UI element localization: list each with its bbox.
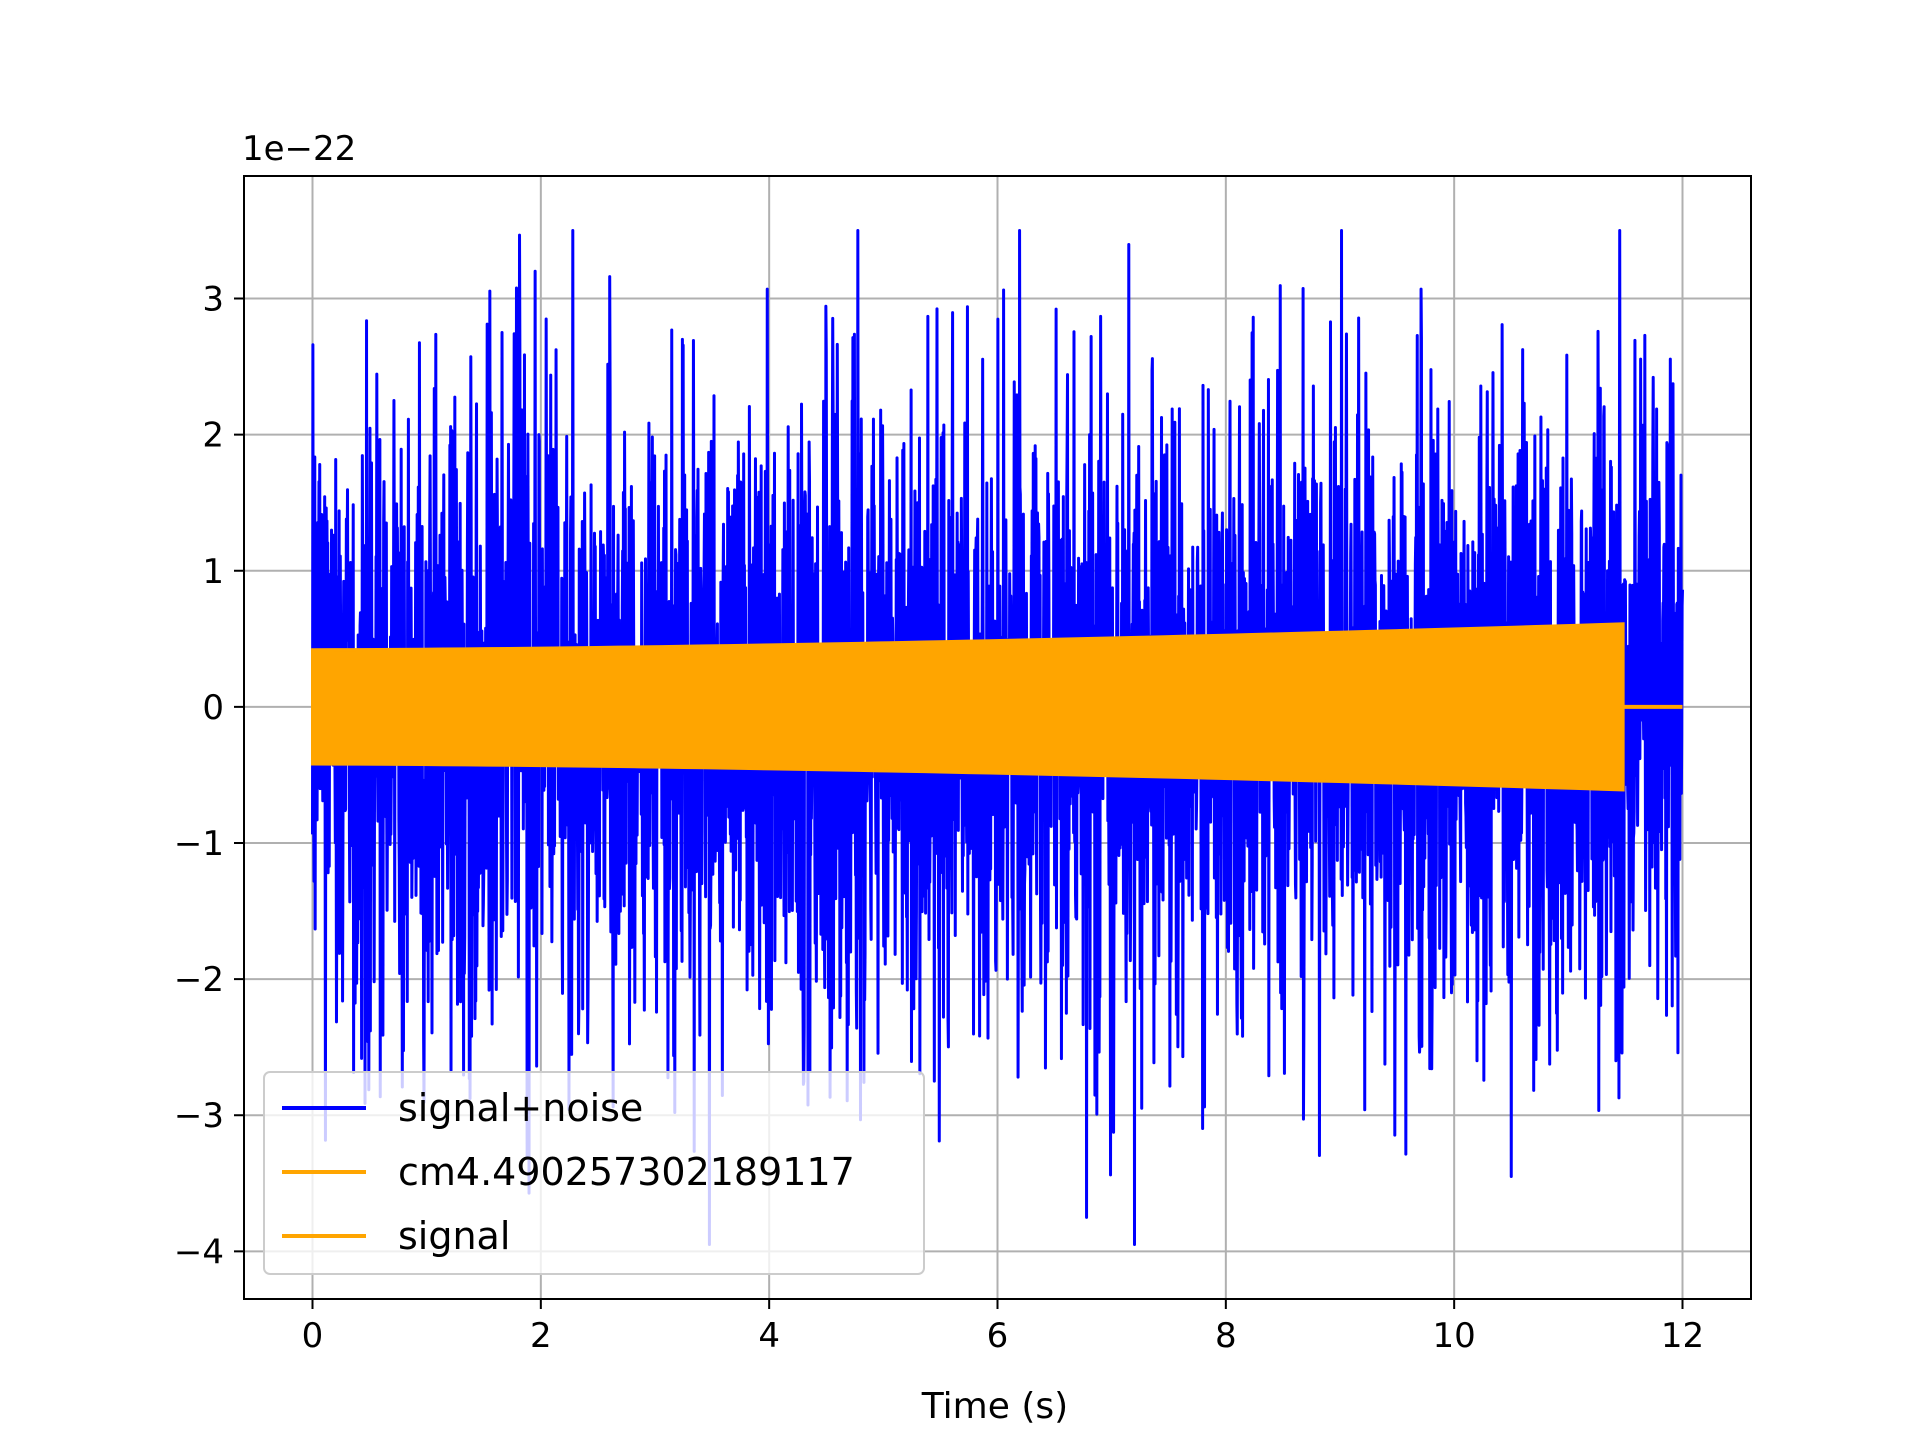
x-tick-label-3: 6 (987, 1316, 1009, 1356)
y-tick-label-7: 3 (202, 280, 224, 320)
y-tick-label-2: −2 (174, 960, 224, 1000)
offset-text: 1e−22 (242, 129, 356, 169)
x-tick-label-0: 0 (302, 1316, 324, 1356)
data-layer (311, 228, 1684, 1247)
x-axis-label: Time (s) (921, 1386, 1068, 1427)
x-tick-label-5: 10 (1433, 1316, 1476, 1356)
legend: signal+noise cm4.490257302189117 signal (263, 1071, 925, 1275)
legend-label-0: signal+noise (398, 1086, 643, 1130)
x-tick-label-1: 2 (530, 1316, 552, 1356)
legend-box (263, 1071, 925, 1275)
x-tick-label-2: 4 (758, 1316, 780, 1356)
legend-label-1: cm4.490257302189117 (398, 1150, 855, 1194)
x-tick-label-6: 12 (1661, 1316, 1704, 1356)
x-tick-label-4: 8 (1215, 1316, 1237, 1356)
y-tick-label-5: 1 (202, 552, 224, 592)
y-tick-label-0: −4 (174, 1232, 224, 1272)
y-tick-label-3: −1 (174, 824, 224, 864)
y-tick-label-4: 0 (202, 688, 224, 728)
legend-label-2: signal (398, 1214, 510, 1258)
y-tick-label-6: 2 (202, 416, 224, 456)
y-tick-label-1: −3 (174, 1096, 224, 1136)
series-signal-envelope (311, 622, 1625, 792)
